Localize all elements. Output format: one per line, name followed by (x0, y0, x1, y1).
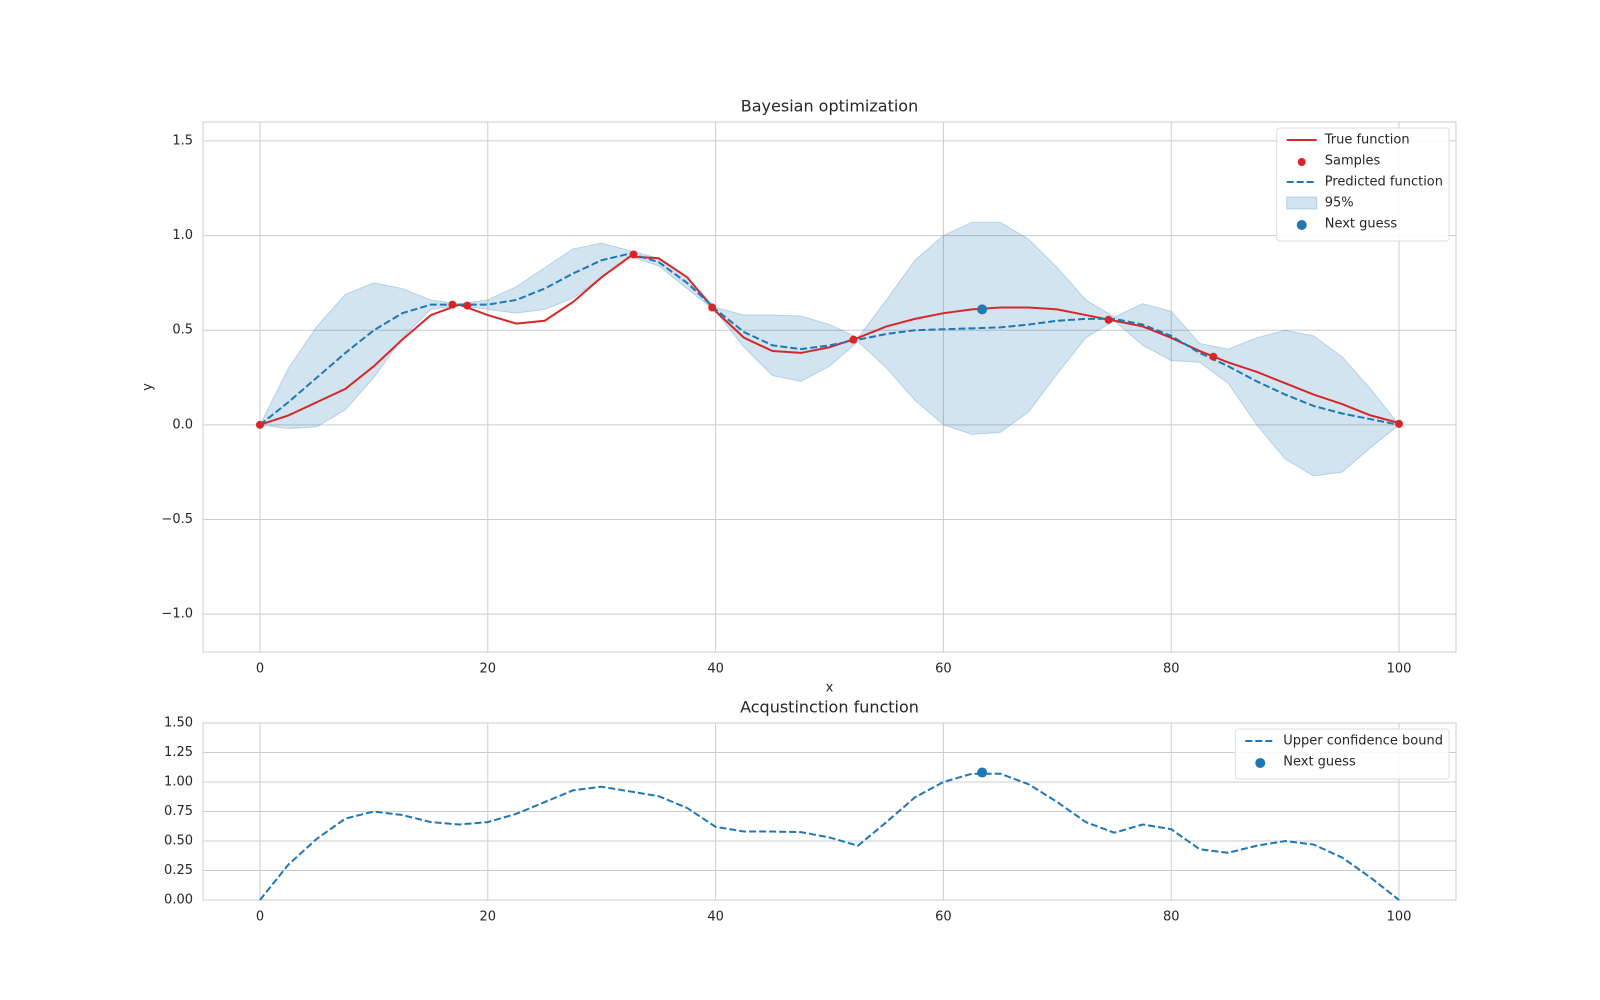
x-tick-label: 80 (1163, 910, 1180, 925)
scatter-point (255, 420, 264, 429)
legend-label: Samples (1325, 154, 1381, 169)
x-tick-label: 60 (935, 910, 952, 925)
legend-label: Next guess (1325, 217, 1398, 232)
legend-swatch (1296, 220, 1307, 230)
scatter-point (977, 767, 988, 778)
legend-swatch (1297, 158, 1306, 166)
scatter-point (1104, 315, 1113, 324)
y-tick-label: 0.5 (172, 323, 193, 338)
y-tick-label: 0.00 (164, 893, 193, 908)
legend-label: 95% (1325, 196, 1354, 211)
legend: Upper confidence bound Next guess (1234, 728, 1450, 780)
y-tick-label: 0.75 (164, 804, 193, 819)
legend-swatch (1286, 196, 1318, 210)
legend: True function Samples Predicted function 95… (1276, 127, 1450, 242)
legend-frame (1276, 127, 1450, 242)
y-axis-label: y (141, 383, 156, 391)
plot-area (259, 767, 1400, 901)
x-axis-label: x (826, 681, 834, 696)
scatter-point (708, 303, 717, 312)
scatter-point (463, 301, 472, 310)
y-tick-label: 1.00 (164, 775, 193, 790)
scatter-point (629, 250, 638, 259)
x-tick-label: 100 (1387, 662, 1412, 677)
scatter-point (1395, 419, 1404, 428)
chart-title: Bayesian optimization (741, 97, 918, 116)
y-tick-label: −1.0 (161, 607, 193, 622)
legend-swatch (1255, 758, 1266, 768)
x-tick-label: 20 (479, 662, 496, 677)
x-tick-label: 40 (707, 662, 724, 677)
x-tick-label: 80 (1163, 662, 1180, 677)
y-tick-label: 1.0 (172, 228, 193, 243)
axes-frame (202, 121, 1457, 653)
subplot: 0 20 40 60 80 100 0.00 0.25 0.50 0.75 1.00 1.25 1.50… (164, 698, 1457, 925)
line (259, 255, 1400, 426)
subplot: 0 20 40 60 80 100 −1.0 −0.5 0.0 0.5 1.0 1.5 Bayesian… (141, 97, 1457, 696)
y-tick-label: 0.25 (164, 863, 193, 878)
x-tick-label: 0 (256, 662, 264, 677)
y-tick-label: 1.25 (164, 745, 193, 760)
line (259, 772, 1400, 901)
scatter-point (1209, 352, 1218, 361)
legend-label: Upper confidence bound (1283, 734, 1443, 749)
legend-label: Next guess (1283, 755, 1356, 770)
x-tick-label: 100 (1387, 910, 1412, 925)
confidence-band (259, 221, 1400, 477)
y-tick-label: 1.50 (164, 716, 193, 731)
chart-title: Acqustinction function (740, 698, 919, 717)
x-tick-label: 20 (479, 910, 496, 925)
y-tick-label: 0.50 (164, 834, 193, 849)
scatter-point (448, 300, 457, 309)
scatter-point (977, 304, 988, 315)
y-tick-label: −0.5 (161, 512, 193, 527)
legend-frame (1234, 728, 1450, 780)
plot-area (255, 221, 1404, 477)
axes-frame (202, 722, 1457, 901)
scatter-point (849, 335, 858, 344)
x-tick-label: 40 (707, 910, 724, 925)
x-tick-label: 60 (935, 662, 952, 677)
legend-label: Predicted function (1325, 175, 1443, 190)
x-tick-label: 0 (256, 910, 264, 925)
y-tick-label: 0.0 (172, 417, 193, 432)
legend-label: True function (1324, 133, 1410, 148)
y-tick-label: 1.5 (172, 133, 193, 148)
